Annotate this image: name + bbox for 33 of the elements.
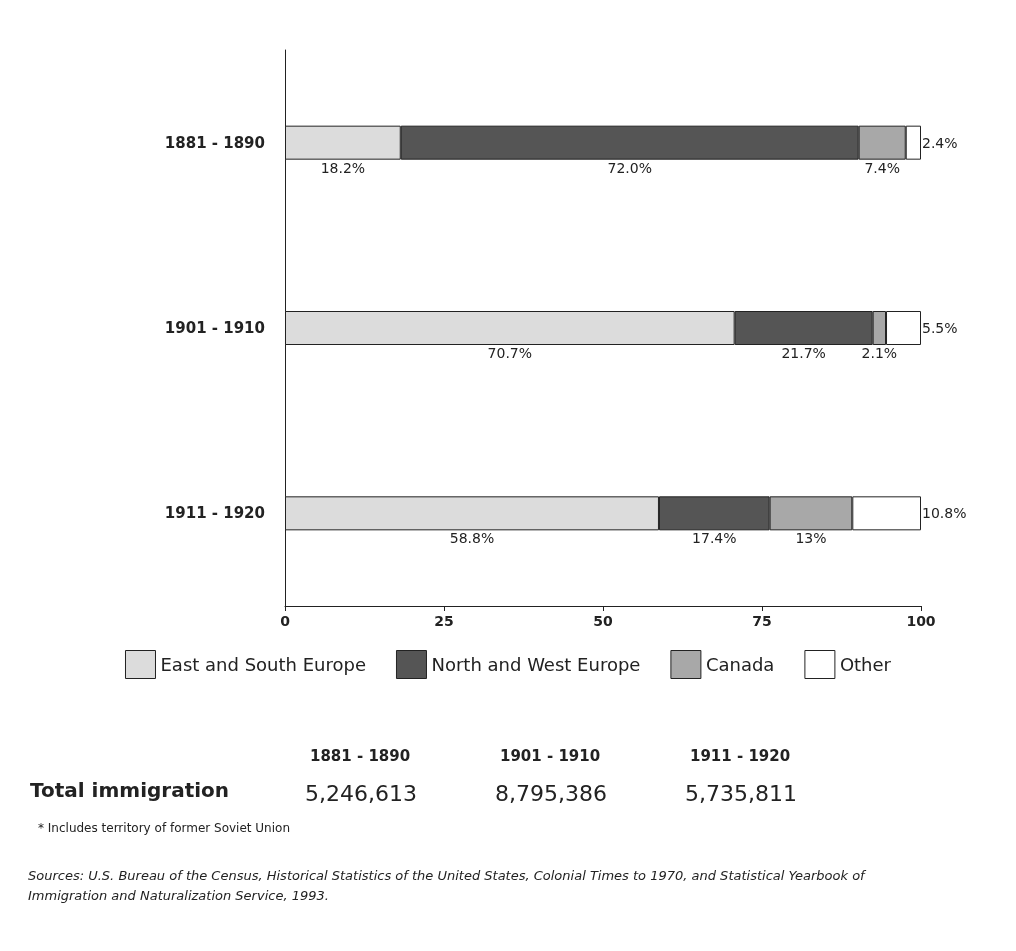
text: 1901 - 1910 xyxy=(500,746,601,765)
data-label: 7.4% xyxy=(864,159,900,176)
data-label: 21.7% xyxy=(781,345,826,361)
data-label: 58.8% xyxy=(449,530,495,547)
legend-label: Other xyxy=(839,654,892,675)
data-label: 70.7% xyxy=(487,345,533,361)
data-label: 10.8% xyxy=(922,505,967,522)
text: 1911 - 1920 xyxy=(690,746,791,765)
x-tick-label: 50 xyxy=(593,613,613,629)
x-tick-label: 0 xyxy=(280,613,291,629)
data-label: 2.4% xyxy=(922,134,958,151)
y-tick-label: 1881 - 1890 xyxy=(164,133,265,152)
data-label: 17.4% xyxy=(692,530,737,547)
legend-label: North and West Europe xyxy=(431,654,641,675)
text: * Includes territory of former Soviet Union xyxy=(38,821,290,835)
y-tick-label: 1901 - 1910 xyxy=(164,319,265,337)
data-label: 13% xyxy=(795,530,827,547)
data-label: 2.1% xyxy=(861,345,898,361)
data-label: 72.0% xyxy=(607,159,652,176)
data-label: 18.2% xyxy=(320,159,366,176)
data-label: 5.5% xyxy=(922,320,958,336)
text: Total immigration xyxy=(30,778,230,802)
x-tick-label: 100 xyxy=(906,613,936,629)
x-tick-label: 25 xyxy=(434,613,454,629)
y-tick-label: 1911 - 1920 xyxy=(164,504,265,523)
text: 1881 - 1890 xyxy=(310,746,411,765)
text: 5,735,811 xyxy=(685,780,797,806)
x-tick-label: 75 xyxy=(752,613,772,629)
text: 5,246,613 xyxy=(305,780,417,806)
text: 8,795,386 xyxy=(495,780,607,806)
source-note: Sources: U.S. Bureau of the Census, Historical Statistics of the United States, Colonial Times to 1970, and Statistical Yearbook of Immigration and Naturalization Service, 1993. xyxy=(28,867,869,903)
legend-label: Canada xyxy=(705,654,775,675)
legend-label: East and South Europe xyxy=(160,654,366,675)
